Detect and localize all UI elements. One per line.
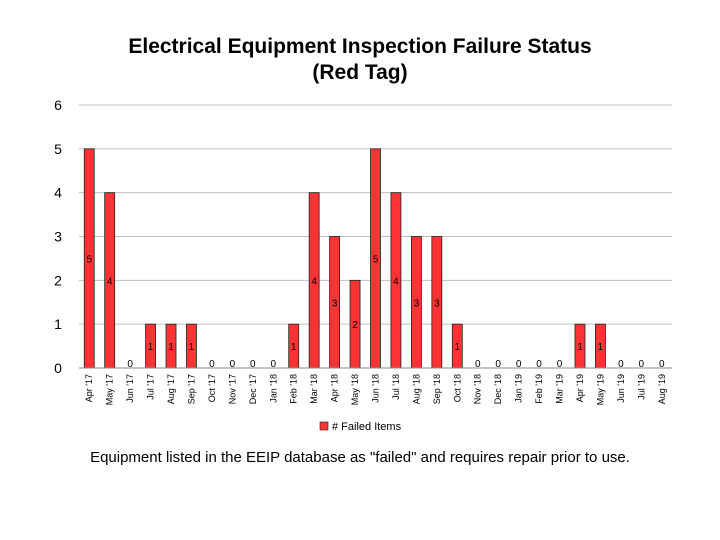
x-tick-label: Apr '18 <box>330 374 340 402</box>
data-label: 4 <box>107 276 113 287</box>
data-label: 0 <box>557 359 563 370</box>
x-tick-label: Dec '17 <box>248 374 258 404</box>
data-label: 0 <box>495 359 501 370</box>
x-tick-label: Jan '19 <box>514 374 524 403</box>
x-tick-label: Aug '18 <box>411 374 421 404</box>
x-tick-label: Nov '18 <box>473 374 483 404</box>
x-tick-label: Feb '19 <box>534 374 544 404</box>
x-tick-label: Jan '18 <box>268 374 278 403</box>
chart-title-line-2: (Red Tag) <box>312 61 408 84</box>
data-label: 0 <box>127 359 133 370</box>
y-tick-label: 3 <box>54 229 62 245</box>
data-label: 1 <box>148 342 154 353</box>
y-tick-label: 1 <box>54 316 62 332</box>
x-tick-label: Jul '18 <box>391 374 401 400</box>
data-label: 1 <box>168 342 174 353</box>
x-tick-label: Jun '18 <box>371 374 381 403</box>
x-tick-label: Jun '17 <box>125 374 135 403</box>
data-label: 5 <box>86 254 92 265</box>
data-label: 2 <box>352 320 358 331</box>
x-tick-label: Aug '17 <box>166 374 176 404</box>
legend-label: # Failed Items <box>332 421 402 433</box>
x-tick-label: Mar '19 <box>555 374 565 404</box>
x-tick-label: Jun '19 <box>616 374 626 403</box>
x-tick-label: Apr '19 <box>575 374 585 402</box>
data-label: 1 <box>577 342 583 353</box>
y-tick-label: 5 <box>54 141 62 157</box>
x-tick-label: Dec '18 <box>493 374 503 404</box>
x-tick-label: Oct '17 <box>207 374 217 402</box>
x-tick-label: Oct '18 <box>452 374 462 402</box>
x-tick-label: Sep '18 <box>432 374 442 404</box>
data-label: 0 <box>270 359 276 370</box>
data-label: 4 <box>311 276 317 287</box>
legend-swatch <box>319 421 329 431</box>
x-tick-label: Nov '17 <box>227 374 237 404</box>
data-label: 5 <box>373 254 379 265</box>
data-label: 0 <box>516 359 522 370</box>
bar-chart: 0 1 2 3 4 5 6 5 4 0 1 1 1 0 0 0 0 1 4 3 2 5 4 3 3 1 0 0 0 0 0 1 1 0 0 0 Apr … <box>54 97 672 433</box>
data-label: 1 <box>455 342 461 353</box>
chart-title-line-1: Electrical Equipment Inspection Failure … <box>128 35 592 58</box>
data-label: 3 <box>434 298 440 309</box>
data-label: 0 <box>475 359 481 370</box>
x-tick-label: May '18 <box>350 374 360 405</box>
data-label: 1 <box>598 342 604 353</box>
x-tick-label: May '19 <box>595 374 605 405</box>
x-tick-label: Aug '19 <box>657 374 667 404</box>
x-tick-label: Jul '19 <box>636 374 646 400</box>
data-label: 3 <box>332 298 338 309</box>
data-label: 0 <box>536 359 542 370</box>
data-label: 3 <box>414 298 420 309</box>
y-tick-label: 6 <box>54 97 62 113</box>
data-label: 0 <box>209 359 215 370</box>
data-label: 1 <box>291 342 297 353</box>
data-label: 0 <box>618 359 624 370</box>
x-tick-label: May '17 <box>105 374 115 405</box>
data-label: 0 <box>639 359 645 370</box>
data-label: 0 <box>250 359 256 370</box>
chart-caption: Equipment listed in the EEIP database as… <box>90 449 630 466</box>
x-tick-label: Sep '17 <box>186 374 196 404</box>
x-tick-label: Jul '17 <box>146 374 156 400</box>
data-label: 0 <box>230 359 236 370</box>
x-tick-label: Feb '18 <box>289 374 299 404</box>
chart-title: Electrical Equipment Inspection Failure … <box>60 34 660 86</box>
y-tick-label: 2 <box>54 272 62 288</box>
x-tick-label: Apr '17 <box>84 374 94 402</box>
data-label: 0 <box>659 359 665 370</box>
data-label: 4 <box>393 276 399 287</box>
y-tick-label: 4 <box>54 185 62 201</box>
x-tick-label: Mar '18 <box>309 374 319 404</box>
data-label: 1 <box>189 342 195 353</box>
y-tick-label: 0 <box>54 360 62 376</box>
